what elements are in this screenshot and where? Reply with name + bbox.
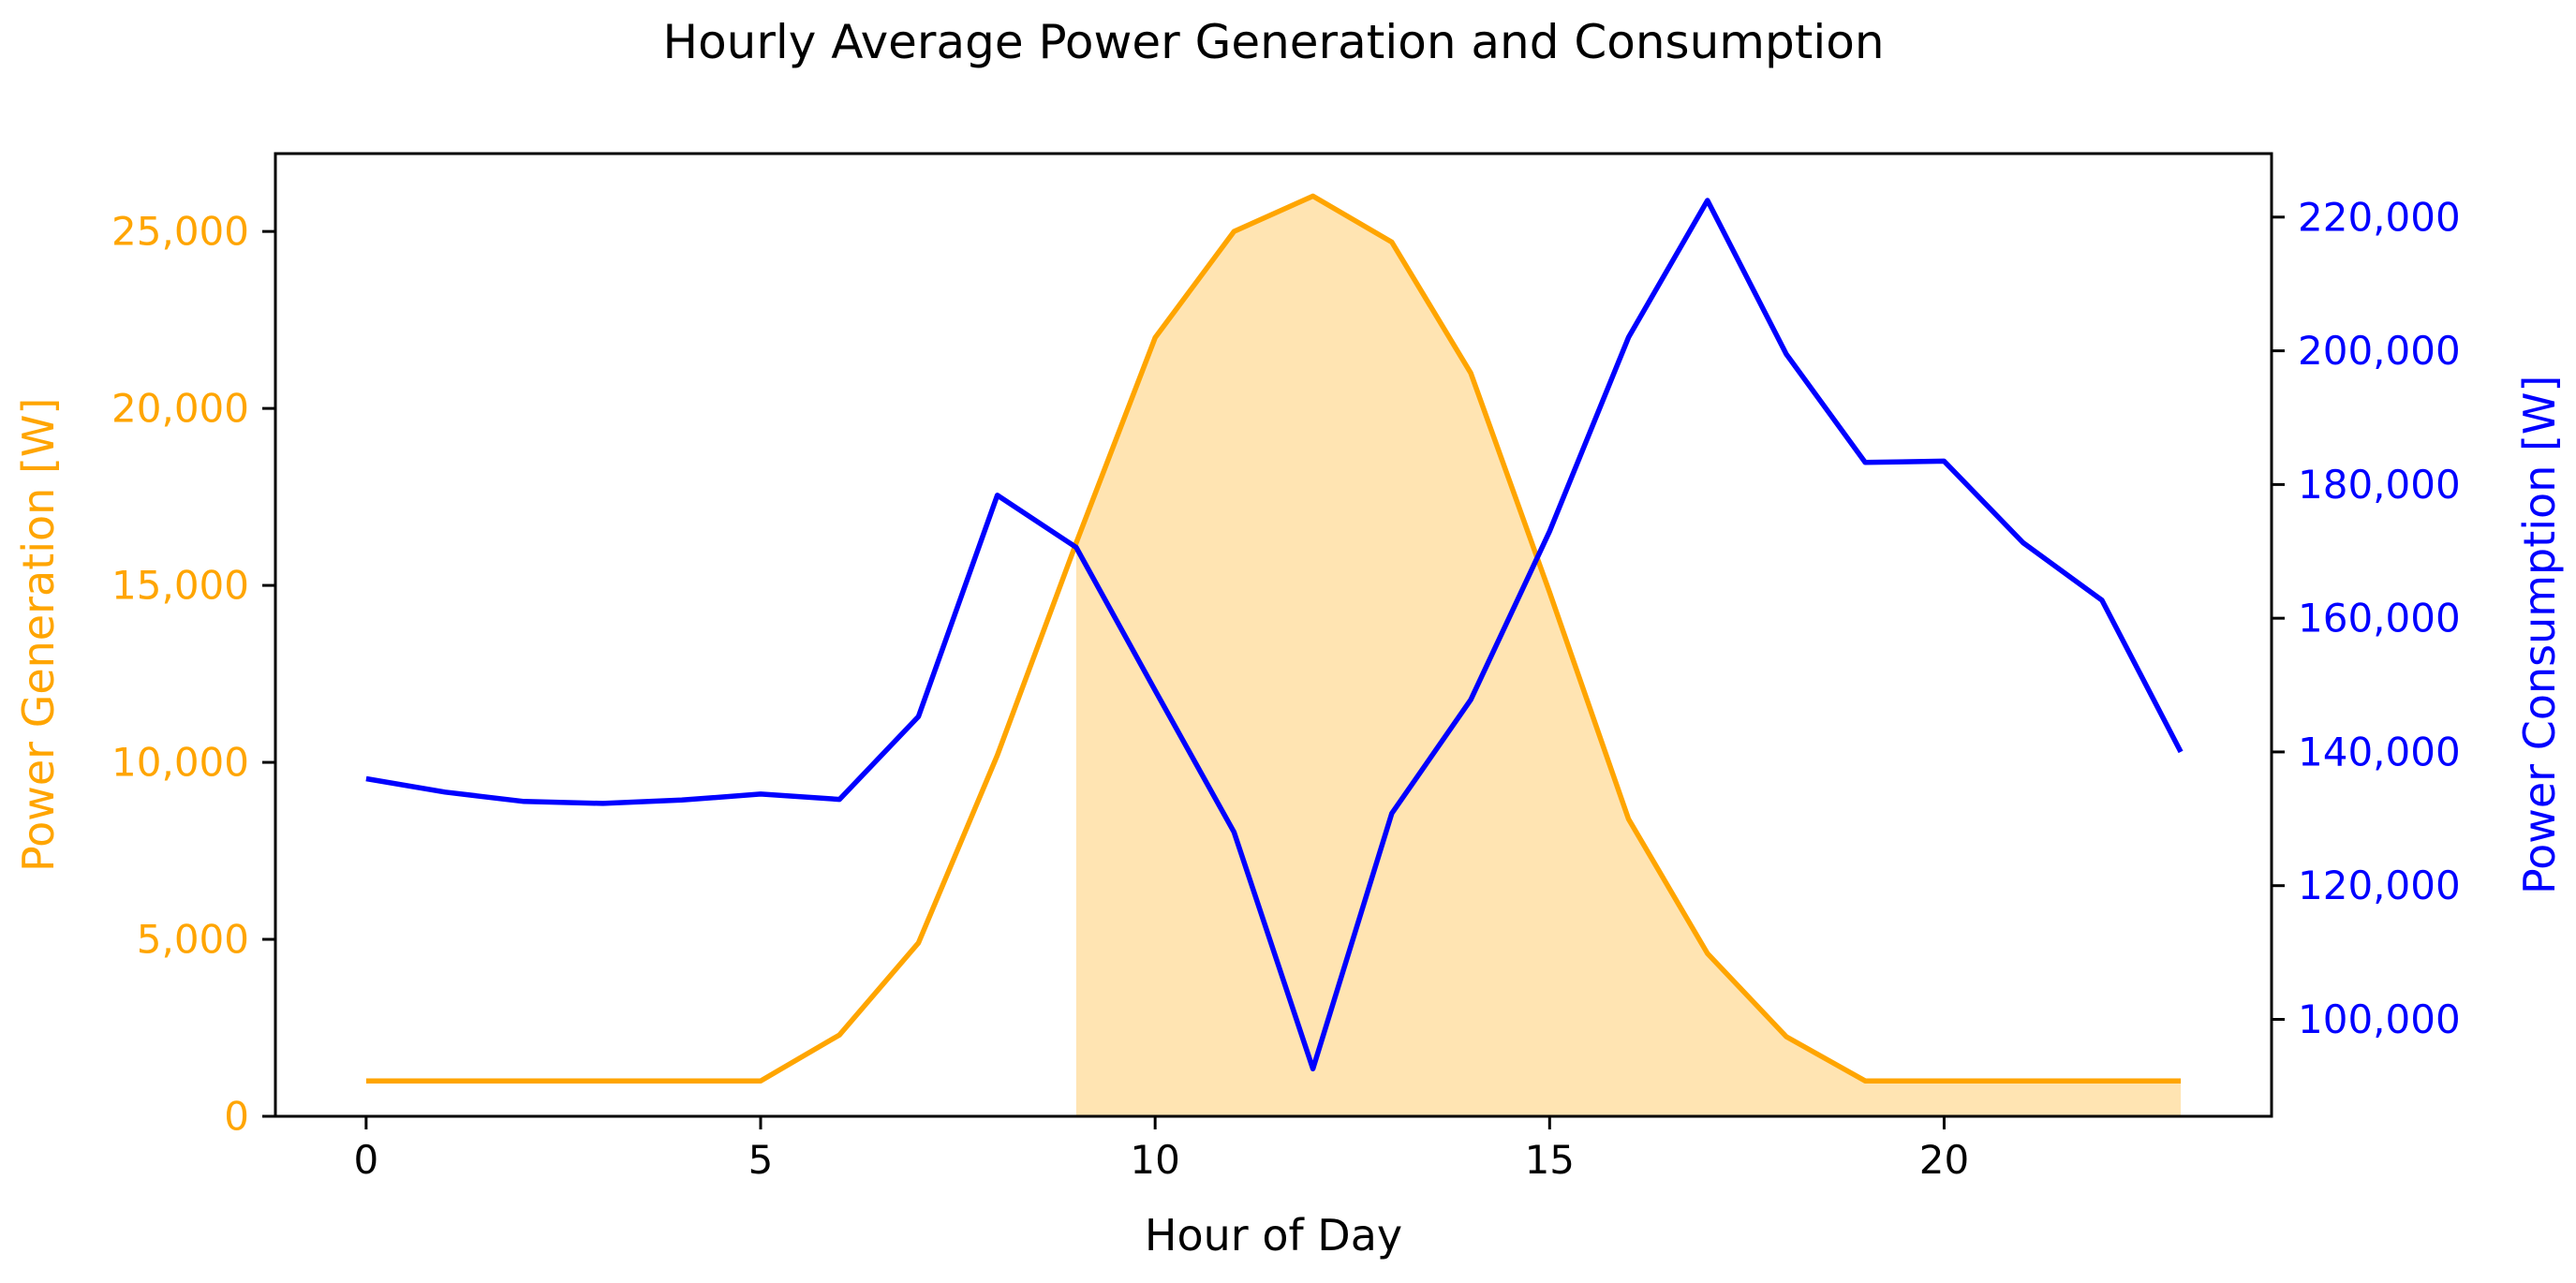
right-y-tick-label: 160,000 — [2298, 596, 2461, 642]
x-tick-label: 5 — [748, 1137, 774, 1183]
generation-fill-area — [1075, 196, 2182, 1116]
consumption-line — [365, 198, 2184, 1072]
right-y-tick-label: 180,000 — [2298, 462, 2461, 508]
right-y-tick-label: 140,000 — [2298, 729, 2461, 774]
left-y-tick-label: 5,000 — [137, 917, 249, 963]
right-y-tick-label: 220,000 — [2298, 194, 2461, 240]
generation-line — [365, 193, 2182, 1084]
plot-border — [274, 152, 2273, 1118]
chart-title: Hourly Average Power Generation and Cons… — [662, 15, 1885, 69]
right-y-tick-label: 120,000 — [2298, 863, 2461, 908]
right-y-tick-label: 200,000 — [2298, 328, 2461, 374]
x-axis-label: Hour of Day — [1144, 1210, 1403, 1261]
x-tick-label: 0 — [353, 1137, 378, 1183]
right-y-axis-label: Power Consumption [W] — [2514, 375, 2565, 895]
left-y-tick-label: 10,000 — [111, 740, 249, 786]
left-y-tick-label: 0 — [224, 1094, 249, 1140]
left-y-tick-label: 25,000 — [111, 209, 249, 255]
x-tick-label: 15 — [1525, 1137, 1575, 1183]
x-tick-label: 20 — [1919, 1137, 1969, 1183]
left-y-tick-label: 20,000 — [111, 386, 249, 432]
left-y-axis-label: Power Generation [W] — [13, 397, 64, 873]
x-tick-label: 10 — [1130, 1137, 1179, 1183]
left-y-tick-label: 15,000 — [111, 563, 249, 609]
right-y-tick-label: 100,000 — [2298, 996, 2461, 1042]
